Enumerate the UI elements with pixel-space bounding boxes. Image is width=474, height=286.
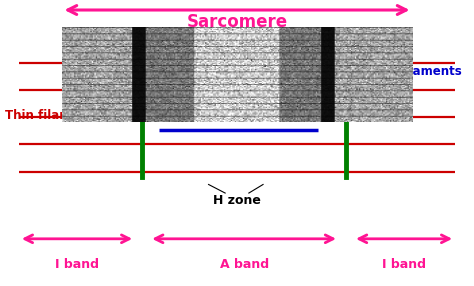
Text: Thin filaments: Thin filaments (5, 109, 100, 122)
Text: Thick filaments: Thick filaments (360, 65, 462, 78)
Text: H zone: H zone (213, 194, 261, 207)
Text: Z line: Z line (327, 33, 365, 46)
Text: Z line: Z line (123, 33, 162, 46)
Text: I band: I band (382, 258, 426, 271)
Text: A band: A band (219, 258, 269, 271)
Text: I band: I band (55, 258, 99, 271)
Text: Sarcomere: Sarcomere (186, 13, 288, 31)
